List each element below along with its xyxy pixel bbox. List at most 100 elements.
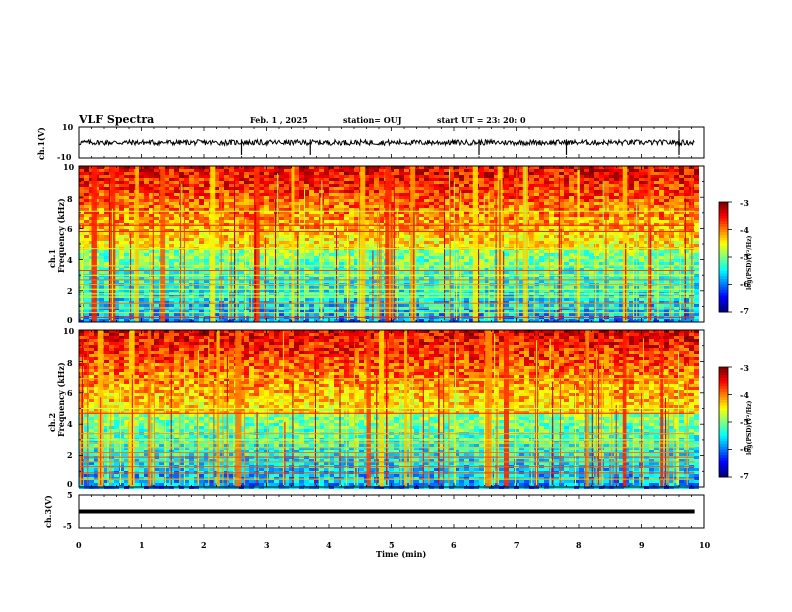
- spectrogram-cell: [419, 268, 424, 271]
- spectrogram-cell: [464, 262, 469, 265]
- spectrogram-cell: [669, 169, 674, 172]
- spectrogram-cell: [79, 181, 84, 184]
- spectrogram-cell: [349, 184, 354, 187]
- spectrogram-cell: [149, 241, 154, 244]
- spectrogram-cell: [349, 196, 354, 199]
- spectrogram-cell: [184, 175, 189, 178]
- spectrogram-cell: [244, 220, 249, 223]
- spectrogram-cell: [449, 187, 454, 190]
- spectrogram-cell: [599, 268, 604, 271]
- spectrogram-cell: [404, 196, 409, 199]
- spectrogram-cell: [139, 178, 144, 181]
- spectrogram-cell: [609, 223, 614, 226]
- spectrogram-cell: [614, 241, 619, 244]
- spectrogram-cell: [434, 199, 439, 202]
- spectrogram-cell: [589, 226, 594, 229]
- spectrogram-cell: [269, 265, 274, 268]
- spectrogram-cell: [124, 265, 129, 268]
- spectrogram-cell: [619, 175, 624, 178]
- spectrogram-cell: [484, 238, 489, 241]
- spectrogram-cell: [274, 262, 279, 265]
- spectrogram-cell: [124, 259, 129, 262]
- spectrogram-cell: [444, 196, 449, 199]
- spectrogram-cell: [584, 169, 589, 172]
- spectrogram-cell: [324, 166, 329, 169]
- spectrogram-cell: [654, 226, 659, 229]
- spectrogram-cell: [659, 169, 664, 172]
- spectrogram-cell: [354, 178, 359, 181]
- spectrogram-cell: [639, 226, 644, 229]
- spectrogram-cell: [459, 280, 464, 283]
- spectrogram-cell: [404, 181, 409, 184]
- spectrogram-cell: [484, 235, 489, 238]
- spectrogram-cell: [239, 271, 244, 274]
- spectrogram-cell: [669, 265, 674, 268]
- spectrogram-cell: [184, 277, 189, 280]
- spectrogram-cell: [569, 199, 574, 202]
- spectrogram-cell: [429, 214, 434, 217]
- spectrogram-cell: [189, 280, 194, 283]
- spectrogram-cell: [269, 199, 274, 202]
- spectrogram-cell: [569, 214, 574, 217]
- spectrogram-cell: [439, 232, 444, 235]
- spectrogram-cell: [464, 235, 469, 238]
- spectrogram-cell: [579, 238, 584, 241]
- spectrogram-cell: [239, 208, 244, 211]
- spectrogram-cell: [249, 190, 254, 193]
- spectrogram-cell: [374, 202, 379, 205]
- spectrogram-cell: [534, 217, 539, 220]
- spectrogram-cell: [199, 250, 204, 253]
- spectrogram-cell: [569, 211, 574, 214]
- spectrogram-cell: [129, 187, 134, 190]
- spectrogram-cell: [79, 166, 84, 169]
- spectrogram-cell: [309, 175, 314, 178]
- spectrogram-cell: [549, 268, 554, 271]
- spectrogram-cell: [244, 196, 249, 199]
- spectrogram-cell: [374, 190, 379, 193]
- spectrogram-cell: [539, 169, 544, 172]
- spectrogram-cell: [144, 205, 149, 208]
- spectrogram-cell: [149, 277, 154, 280]
- spectrogram-cell: [259, 190, 264, 193]
- spectrogram-cell: [229, 169, 234, 172]
- spectrogram-cell: [694, 226, 699, 229]
- spectrogram-cell: [169, 241, 174, 244]
- spectrogram-cell: [424, 223, 429, 226]
- spectrogram-cell: [274, 250, 279, 253]
- spectrogram-cell: [79, 175, 84, 178]
- spectrogram-cell: [169, 193, 174, 196]
- spectrogram-cell: [694, 205, 699, 208]
- spectrogram-cell: [509, 178, 514, 181]
- spectrogram-cell: [284, 175, 289, 178]
- spectrogram-cell: [149, 271, 154, 274]
- spectrogram-cell: [329, 193, 334, 196]
- spectrogram-cell: [674, 223, 679, 226]
- spectrogram-cell: [489, 196, 494, 199]
- spectrogram-cell: [434, 232, 439, 235]
- spectrogram-cell: [324, 190, 329, 193]
- spectrogram-cell: [169, 232, 174, 235]
- spectrogram-cell: [244, 253, 249, 256]
- spectrogram-cell: [144, 196, 149, 199]
- spectrogram-cell: [539, 190, 544, 193]
- spectrogram-cell: [334, 220, 339, 223]
- spectrogram-cell: [224, 196, 229, 199]
- spectrogram-cell: [414, 277, 419, 280]
- spectrogram-cell: [354, 226, 359, 229]
- spectrogram-cell: [269, 205, 274, 208]
- spectrogram-cell: [674, 178, 679, 181]
- spectrogram-cell: [599, 181, 604, 184]
- spectrogram-cell: [349, 259, 354, 262]
- spectrogram-cell: [214, 223, 219, 226]
- spectrogram-cell: [614, 220, 619, 223]
- spectrogram-cell: [304, 166, 309, 169]
- spectrogram-cell: [484, 268, 489, 271]
- spectrogram-cell: [649, 253, 654, 256]
- spectrogram-cell: [129, 175, 134, 178]
- spectrogram-cell: [679, 223, 684, 226]
- spectrogram-cell: [684, 208, 689, 211]
- spectrogram-cell: [399, 241, 404, 244]
- spectrogram-cell: [404, 268, 409, 271]
- spectrogram-cell: [214, 253, 219, 256]
- spectrogram-cell: [199, 253, 204, 256]
